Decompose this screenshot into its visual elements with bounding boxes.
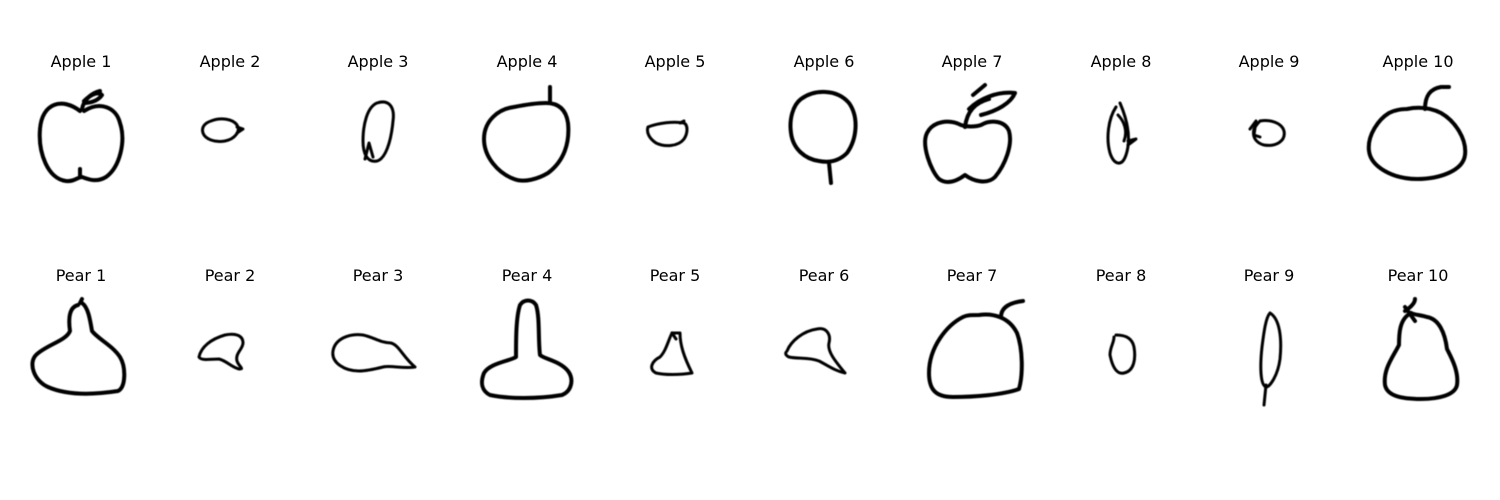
pear-cell-3: Pear 3	[313, 264, 443, 439]
cell-title: Pear 2	[204, 266, 256, 285]
cell-title: Apple 3	[347, 52, 409, 71]
apple-cell-3: Apple 3	[313, 50, 443, 225]
cell-title: Apple 7	[941, 52, 1003, 71]
pear-row: Pear 1 Pear 2 Pear 3	[0, 264, 1500, 439]
cell-title: Pear 1	[55, 266, 107, 285]
apple-sketch-icon	[765, 81, 883, 199]
apple-cell-7: Apple 7	[907, 50, 1037, 225]
apple-sketch-icon	[1210, 81, 1328, 199]
pear-sketch-icon	[468, 295, 586, 413]
cell-title: Apple 4	[496, 52, 558, 71]
apple-cell-5: Apple 5	[610, 50, 740, 225]
apple-sketch-icon	[468, 81, 586, 199]
pear-cell-4: Pear 4	[462, 264, 592, 439]
apple-cell-8: Apple 8	[1056, 50, 1186, 225]
pear-sketch-icon	[765, 295, 883, 413]
cell-title: Apple 8	[1090, 52, 1152, 71]
pear-sketch-icon	[1359, 295, 1477, 413]
pear-sketch-icon	[616, 295, 734, 413]
pear-sketch-icon	[319, 295, 437, 413]
cell-title: Apple 5	[644, 52, 706, 71]
apple-sketch-icon	[171, 81, 289, 199]
cell-title: Pear 9	[1243, 266, 1295, 285]
pear-cell-5: Pear 5	[610, 264, 740, 439]
apple-sketch-icon	[913, 81, 1031, 199]
cell-title: Pear 10	[1387, 266, 1449, 285]
apple-cell-4: Apple 4	[462, 50, 592, 225]
pear-cell-8: Pear 8	[1056, 264, 1186, 439]
pear-cell-10: Pear 10	[1353, 264, 1483, 439]
pear-cell-7: Pear 7	[907, 264, 1037, 439]
apple-cell-9: Apple 9	[1204, 50, 1334, 225]
apple-sketch-icon	[616, 81, 734, 199]
apple-cell-1: Apple 1	[16, 50, 146, 225]
cell-title: Pear 7	[946, 266, 998, 285]
apple-cell-2: Apple 2	[165, 50, 295, 225]
cell-title: Apple 1	[50, 52, 112, 71]
cell-title: Pear 3	[352, 266, 404, 285]
pear-sketch-icon	[1062, 295, 1180, 413]
cell-title: Apple 9	[1238, 52, 1300, 71]
apple-sketch-icon	[22, 81, 140, 199]
cell-title: Pear 8	[1095, 266, 1147, 285]
pear-cell-9: Pear 9	[1204, 264, 1334, 439]
pear-cell-6: Pear 6	[759, 264, 889, 439]
apple-sketch-icon	[1359, 81, 1477, 199]
cell-title: Pear 6	[798, 266, 850, 285]
pear-cell-1: Pear 1	[16, 264, 146, 439]
cell-title: Pear 5	[649, 266, 701, 285]
cell-title: Apple 2	[199, 52, 261, 71]
pear-sketch-icon	[171, 295, 289, 413]
cell-title: Pear 4	[501, 266, 553, 285]
apple-row: Apple 1 Apple 2 Apple 3	[0, 50, 1500, 225]
pear-cell-2: Pear 2	[165, 264, 295, 439]
cell-title: Apple 10	[1382, 52, 1454, 71]
apple-cell-6: Apple 6	[759, 50, 889, 225]
cell-title: Apple 6	[793, 52, 855, 71]
pear-sketch-icon	[22, 295, 140, 413]
apple-cell-10: Apple 10	[1353, 50, 1483, 225]
pear-sketch-icon	[1210, 295, 1328, 413]
apple-sketch-icon	[1062, 81, 1180, 199]
apple-sketch-icon	[319, 81, 437, 199]
pear-sketch-icon	[913, 295, 1031, 413]
